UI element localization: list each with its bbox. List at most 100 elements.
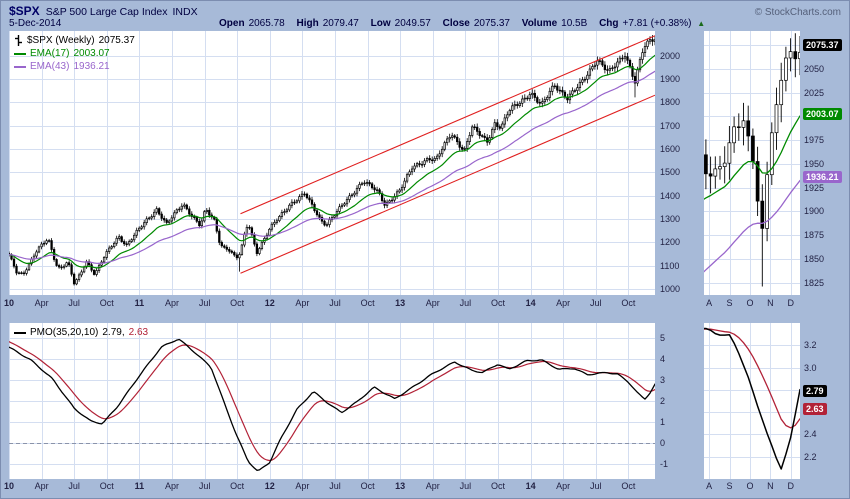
y-axis-tick-label: 2000 — [660, 50, 681, 61]
low-label: Low — [370, 18, 391, 29]
low-value: 2049.57 — [394, 18, 431, 29]
x-axis-tick-label: A — [706, 298, 713, 308]
volume-value: 10.5B — [561, 18, 588, 29]
y-axis-tick-label: 1900 — [804, 206, 825, 217]
exchange: INDX — [172, 6, 198, 18]
ema17-price-label: 2003.07 — [803, 107, 842, 120]
y-axis-tick-label: 3 — [660, 374, 666, 385]
open-label: Open — [219, 18, 245, 29]
x-axis-tick-label: Apr — [425, 298, 440, 308]
x-axis-tick-label: Apr — [425, 481, 440, 491]
close-value: 2075.37 — [473, 18, 510, 29]
ema43-price-label: 1936.21 — [803, 171, 842, 184]
x-axis-tick-label: Oct — [621, 481, 636, 491]
chg-label: Chg — [599, 18, 619, 29]
x-axis-tick-label: Apr — [556, 298, 571, 308]
price-y-axis: 2000 1900 1800 1700 1600 1500 1400 1300 1200 1100… — [658, 31, 700, 295]
price-chart-plot — [7, 31, 657, 295]
x-axis-tick-label: Oct — [99, 298, 114, 308]
x-axis-tick-label: Jul — [459, 298, 472, 308]
x-axis-tick-label: Apr — [295, 481, 310, 491]
x-axis-tick-label: 11 — [134, 298, 145, 308]
y-axis-tick-label: 2.4 — [804, 429, 817, 440]
x-axis-tick-label: Jul — [590, 298, 602, 308]
pmo-signal-value-label: 2.63 — [803, 402, 827, 415]
close-label: Close — [442, 18, 470, 29]
x-axis-tick-label: A — [706, 481, 713, 491]
pmo-zoom-y-axis: 2.79 2.63 3.23.02.82.62.42.2 — [802, 323, 849, 479]
price-x-axis: 10 Apr Jul Oct 11 Apr Jul Oct 12 Apr Jul Oct 13 Apr Ju… — [4, 298, 655, 310]
x-axis-tick-label: Oct — [230, 481, 245, 491]
chart-header: $SPX S&P 500 Large Cap Index INDX © Stoc… — [9, 4, 841, 18]
pmo-value-label: 2.79 — [803, 384, 827, 397]
price-zoom-plot — [699, 31, 802, 295]
volume-label: Volume — [521, 18, 558, 29]
change-up-arrow-icon: ▲ — [697, 19, 706, 28]
copyright: © StockCharts.com — [754, 7, 841, 18]
y-axis-tick-label: 1850 — [804, 253, 825, 264]
y-axis-tick-label: 1600 — [660, 143, 681, 154]
x-axis-tick-label: Jul — [459, 481, 472, 491]
x-axis-tick-label: 10 — [3, 298, 14, 308]
high-label: High — [296, 18, 319, 29]
y-axis-tick-label: 2050 — [804, 63, 825, 74]
x-axis-tick-label: Apr — [556, 481, 571, 491]
y-axis-tick-label: 1825 — [804, 277, 825, 288]
open-value: 2065.78 — [248, 18, 285, 29]
x-axis-tick-label: Apr — [34, 298, 49, 308]
chg-value: +7.81 (+0.38%) — [622, 18, 692, 29]
x-axis-tick-label: 12 — [264, 481, 275, 491]
x-axis-tick-label: 11 — [134, 481, 145, 491]
x-axis-tick-label: Oct — [490, 298, 505, 308]
y-axis-tick-label: 1700 — [660, 120, 681, 131]
y-axis-tick-label: 1800 — [660, 97, 681, 108]
pmo-y-axis: 5 4 3 2 1 0 -1 — [658, 323, 700, 479]
quote-header-row: 5-Dec-2014 Open 2065.78 High 2079.47 Low 20… — [9, 18, 841, 31]
x-axis-tick-label: Jul — [329, 481, 341, 491]
y-axis-tick-label: -1 — [660, 459, 669, 470]
x-axis-tick-label: Oct — [360, 298, 375, 308]
x-axis-tick-label: S — [726, 298, 733, 308]
x-axis-tick-label: Jul — [329, 298, 341, 308]
x-axis-tick-label: 13 — [395, 298, 406, 308]
y-axis-tick-label: 2025 — [804, 87, 825, 98]
x-axis-tick-label: S — [726, 481, 733, 491]
x-axis-tick-label: Oct — [490, 481, 505, 491]
price-zoom-y-axis: 2075.37 2003.07 1936.21 2075205020252000… — [802, 31, 849, 295]
x-axis-tick-label: Apr — [34, 481, 49, 491]
x-axis-tick-label: Oct — [621, 298, 636, 308]
x-axis-tick-label: Jul — [68, 481, 80, 491]
pmo-zoom-plot — [700, 323, 801, 479]
y-axis-tick-label: 2 — [660, 396, 666, 406]
x-axis-tick-label: O — [746, 481, 754, 491]
y-axis-tick-label: 1900 — [660, 73, 681, 84]
y-axis-tick-label: 1400 — [660, 190, 681, 201]
x-axis-tick-label: Jul — [68, 298, 80, 308]
x-axis-tick-label: 13 — [395, 481, 406, 491]
pmo-x-axis: 10 Apr Jul Oct 11 Apr Jul Oct 12 Apr Jul Oct 13 Apr Ju… — [4, 481, 655, 493]
last-close-price-label: 2075.37 — [803, 38, 842, 51]
x-axis-tick-label: N — [767, 481, 774, 491]
x-axis-tick-label: Oct — [230, 298, 245, 308]
x-axis-tick-label: Jul — [590, 481, 602, 491]
y-axis-tick-label: 1300 — [660, 214, 681, 225]
y-axis-tick-label: 1500 — [660, 167, 681, 178]
quote-line: Open 2065.78 High 2079.47 Low 2049.57 Close… — [219, 18, 705, 29]
x-axis-tick-label: N — [767, 298, 774, 308]
y-axis-tick-label: 1200 — [660, 237, 681, 248]
x-axis-tick-label: 14 — [525, 481, 536, 491]
x-axis-tick-label: 10 — [3, 481, 14, 491]
y-axis-tick-label: 5 — [660, 332, 666, 343]
y-axis-tick-label: 1000 — [660, 284, 681, 295]
symbol: $SPX — [9, 4, 40, 18]
index-name: S&P 500 Large Cap Index — [45, 6, 168, 18]
x-axis-tick-label: Oct — [99, 481, 114, 491]
y-axis-tick-label: 1875 — [804, 230, 825, 241]
y-axis-tick-label: 1925 — [804, 182, 825, 193]
chart-date: 5-Dec-2014 — [9, 18, 62, 29]
y-axis-tick-label: 3.2 — [804, 340, 817, 351]
y-axis-tick-label: 1975 — [804, 135, 825, 146]
x-axis-tick-label: D — [787, 481, 795, 491]
x-axis-tick-label: Apr — [164, 298, 179, 308]
